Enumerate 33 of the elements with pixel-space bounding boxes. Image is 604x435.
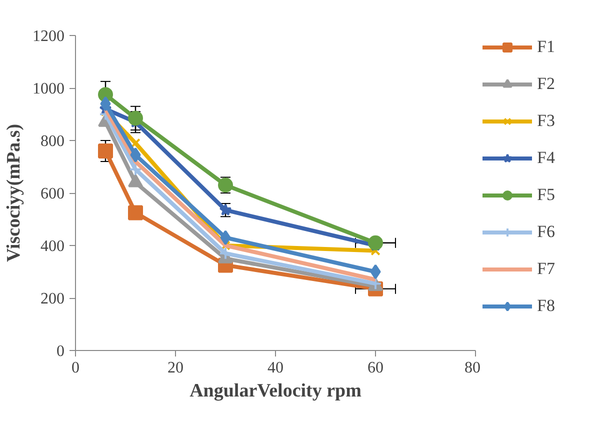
- point: [128, 205, 143, 220]
- point: [130, 138, 140, 148]
- point: [130, 147, 141, 162]
- point: [219, 246, 232, 260]
- x-tick-label: 80: [464, 360, 480, 376]
- x-tick-label: 40: [268, 360, 284, 376]
- point: [129, 162, 142, 176]
- point: [128, 110, 143, 126]
- y-tick-label: 1000: [32, 80, 64, 98]
- legend-label: F8: [537, 296, 556, 316]
- y-tick-label: 400: [40, 238, 64, 255]
- y-tick-label: 600: [40, 186, 64, 202]
- y-axis-title: Viscociyy(mPa.s): [4, 124, 24, 262]
- point: [370, 264, 381, 280]
- legend-label: F1: [537, 37, 556, 57]
- legend-label: F2: [537, 74, 556, 94]
- legend-label: F5: [537, 185, 556, 205]
- y-tick-label: 0: [56, 343, 64, 360]
- point: [220, 230, 231, 246]
- x-tick-label: 60: [368, 360, 384, 376]
- y-tick-label: 800: [40, 133, 64, 150]
- x-tick-label: 0: [72, 360, 80, 376]
- y-tick-label: 1200: [32, 28, 64, 45]
- x-tick-label: 20: [168, 360, 184, 376]
- legend-label: F7: [537, 259, 556, 279]
- legend-label: F3: [537, 111, 556, 131]
- legend-label: F6: [537, 222, 556, 242]
- y-tick-label: 200: [40, 290, 64, 308]
- point: [98, 144, 113, 158]
- point: [100, 96, 111, 112]
- point: [368, 235, 383, 250]
- x-axis-title: AngularVelocity rpm: [190, 380, 362, 402]
- legend-label: F4: [537, 148, 556, 168]
